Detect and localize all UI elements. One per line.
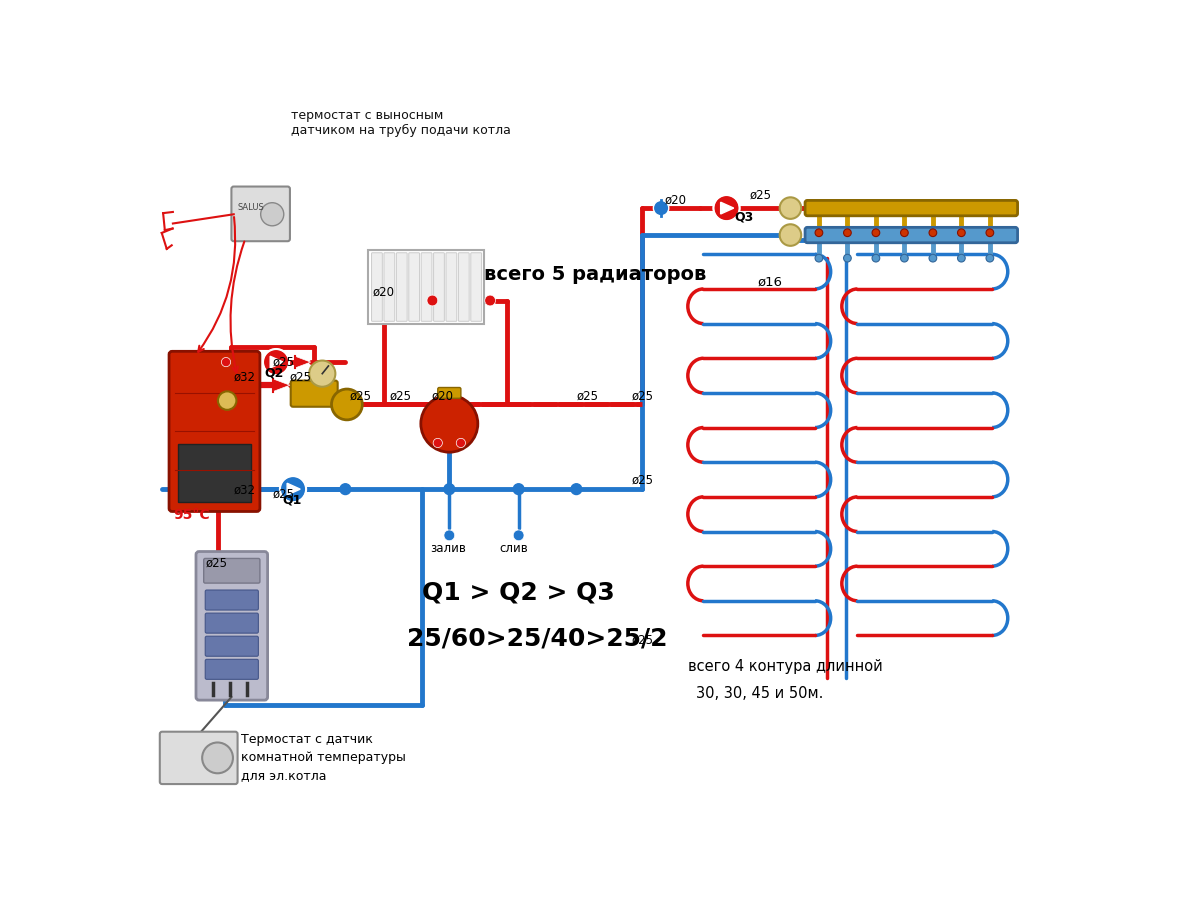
FancyBboxPatch shape [159, 732, 237, 784]
Text: ø32: ø32 [234, 371, 255, 383]
Text: ø25: ø25 [272, 356, 294, 368]
Text: ø20: ø20 [432, 389, 453, 402]
Circle shape [844, 229, 851, 237]
FancyBboxPatch shape [805, 201, 1018, 216]
Text: 95°C: 95°C [174, 508, 210, 522]
Polygon shape [273, 379, 290, 392]
Polygon shape [721, 202, 734, 214]
Text: для эл.котла: для эл.котла [241, 770, 327, 782]
Circle shape [444, 484, 454, 494]
Circle shape [222, 357, 230, 366]
Text: ø16: ø16 [758, 276, 782, 289]
Circle shape [844, 255, 851, 262]
Text: ø20: ø20 [373, 286, 394, 299]
Text: комнатной температуры: комнатной температуры [241, 751, 406, 764]
Circle shape [309, 361, 336, 387]
Polygon shape [295, 356, 311, 368]
Circle shape [900, 229, 909, 237]
FancyBboxPatch shape [368, 250, 484, 324]
FancyBboxPatch shape [409, 253, 420, 321]
FancyBboxPatch shape [434, 253, 445, 321]
Circle shape [457, 438, 465, 447]
Circle shape [779, 197, 801, 219]
Text: ø25: ø25 [349, 389, 372, 402]
Text: Термостат с датчик: Термостат с датчик [241, 733, 373, 745]
FancyBboxPatch shape [179, 444, 251, 502]
Circle shape [421, 395, 478, 452]
Text: 25/60>25/40>25/2: 25/60>25/40>25/2 [406, 626, 668, 651]
Text: ø25: ø25 [632, 389, 653, 402]
Text: ø25: ø25 [577, 389, 598, 402]
Circle shape [427, 295, 438, 306]
FancyBboxPatch shape [195, 552, 267, 700]
FancyBboxPatch shape [205, 660, 258, 680]
FancyBboxPatch shape [397, 253, 408, 321]
Text: SALUS: SALUS [237, 203, 264, 212]
Circle shape [444, 530, 454, 541]
Circle shape [203, 742, 233, 773]
Text: слив: слив [499, 542, 528, 554]
Circle shape [513, 484, 524, 494]
FancyBboxPatch shape [471, 253, 482, 321]
FancyBboxPatch shape [204, 558, 260, 583]
FancyBboxPatch shape [446, 253, 457, 321]
FancyBboxPatch shape [169, 351, 260, 511]
FancyBboxPatch shape [805, 228, 1018, 243]
Circle shape [872, 255, 880, 262]
Polygon shape [270, 356, 283, 368]
Text: Q1: Q1 [282, 494, 302, 507]
Text: Q1 > Q2 > Q3: Q1 > Q2 > Q3 [422, 580, 615, 605]
Circle shape [713, 195, 740, 221]
Text: ø25: ø25 [390, 389, 412, 402]
FancyBboxPatch shape [372, 253, 382, 321]
Circle shape [929, 255, 936, 262]
FancyBboxPatch shape [205, 590, 258, 610]
Text: всего 5 радиаторов: всего 5 радиаторов [484, 265, 706, 284]
Text: 30, 30, 45 и 50м.: 30, 30, 45 и 50м. [695, 686, 823, 701]
Text: ø20: ø20 [665, 194, 687, 207]
FancyBboxPatch shape [231, 186, 290, 241]
FancyBboxPatch shape [290, 381, 338, 407]
FancyBboxPatch shape [205, 613, 258, 633]
Circle shape [260, 202, 284, 226]
Text: ø32: ø32 [234, 484, 255, 497]
Circle shape [218, 392, 236, 410]
Circle shape [513, 530, 524, 541]
Text: ø25: ø25 [205, 557, 228, 570]
FancyBboxPatch shape [438, 388, 460, 399]
Text: ø25: ø25 [749, 189, 772, 202]
Text: ø25: ø25 [632, 634, 653, 647]
Text: всего 4 контура длинной: всего 4 контура длинной [688, 659, 882, 674]
Circle shape [571, 484, 582, 494]
Circle shape [958, 229, 965, 237]
Circle shape [433, 438, 442, 447]
Circle shape [484, 295, 495, 306]
Text: ø25: ø25 [632, 473, 653, 487]
Circle shape [900, 255, 909, 262]
Circle shape [779, 224, 801, 246]
Circle shape [958, 255, 965, 262]
Text: ø25: ø25 [290, 371, 312, 383]
Text: залив: залив [430, 542, 466, 554]
Circle shape [986, 255, 994, 262]
FancyBboxPatch shape [458, 253, 469, 321]
Circle shape [986, 229, 994, 237]
Circle shape [653, 201, 669, 216]
Circle shape [815, 255, 823, 262]
Text: термостат с выносным
датчиком на трубу подачи котла: термостат с выносным датчиком на трубу п… [291, 109, 511, 138]
Circle shape [872, 229, 880, 237]
Circle shape [341, 484, 351, 494]
Text: ø25: ø25 [272, 488, 294, 500]
Circle shape [263, 349, 289, 375]
Circle shape [929, 229, 936, 237]
Text: Q3: Q3 [734, 211, 753, 223]
Circle shape [279, 476, 306, 502]
Circle shape [815, 229, 823, 237]
FancyBboxPatch shape [205, 636, 258, 656]
FancyBboxPatch shape [384, 253, 394, 321]
Polygon shape [287, 483, 300, 495]
FancyBboxPatch shape [421, 253, 432, 321]
Text: Q2: Q2 [265, 366, 284, 379]
Circle shape [331, 389, 362, 419]
